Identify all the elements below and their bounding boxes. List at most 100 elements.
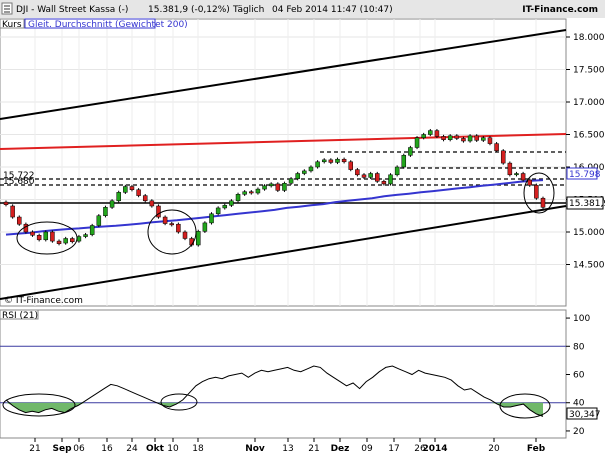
candle-body (434, 130, 440, 137)
candle-body (116, 192, 121, 202)
ma-200-line (5, 179, 544, 236)
candle-body (255, 188, 261, 194)
date-tick-label: 16 (101, 444, 113, 454)
candle-body (348, 161, 353, 170)
candle-body (474, 135, 479, 141)
kurs-tag: Kurs (2, 20, 22, 30)
candle-body (123, 186, 128, 193)
candle-body (467, 135, 473, 142)
candle-body (156, 205, 161, 218)
brand-logo: IT-Finance.com (522, 5, 598, 15)
candle-body (454, 135, 460, 139)
candle-body (268, 183, 274, 187)
candle-body (534, 184, 539, 199)
main-panel (0, 18, 567, 307)
rsi-oversold-fill (6, 402, 543, 417)
candle-body (500, 150, 506, 164)
chart-menu-icon[interactable] (1, 2, 13, 15)
price-axis: 14.50015.00015.50016.00016.50017.00017.5… (566, 33, 605, 271)
candle-body (381, 181, 387, 185)
candle-body (447, 135, 453, 140)
date-tick-label: Nov (245, 444, 265, 454)
candle-body (103, 207, 108, 217)
rsi-value-box (566, 407, 598, 420)
candle-body (36, 235, 42, 241)
rsi-line (5, 365, 544, 417)
date-tick-label: 26 (414, 444, 426, 454)
candle-body (169, 223, 174, 226)
last-value-box (566, 196, 604, 210)
candle-body (136, 189, 141, 196)
candle-body (295, 173, 300, 179)
candle-body (182, 231, 188, 239)
candle-body (487, 137, 493, 144)
candle-body (176, 223, 181, 233)
rsi-tick-label: 80 (573, 342, 585, 352)
ma-legend-box[interactable] (24, 18, 156, 29)
date-tick-label: 18 (192, 444, 204, 454)
kurs-tag-box (0, 18, 25, 29)
datetime-label: 04 Feb 2014 11:47 (10:47) (272, 5, 393, 15)
level-label-2: 15.680 (3, 177, 35, 187)
candle-body (242, 191, 247, 195)
candle-body (361, 174, 367, 178)
candle-body (288, 178, 294, 184)
candle-body (514, 173, 519, 176)
annotation-ellipse-1 (16, 221, 78, 255)
candle-body (394, 166, 400, 176)
candle-body (10, 205, 15, 218)
candle-body (70, 238, 75, 242)
rsi-tick-label: 40 (573, 399, 585, 409)
candle-body (282, 183, 287, 191)
candle-body (401, 155, 407, 168)
price-tick-label: 14.500 (573, 261, 605, 271)
candle-body (229, 200, 234, 206)
candle-body (215, 207, 221, 215)
rsi-tick-label: 60 (573, 371, 585, 381)
candle-body (209, 213, 214, 224)
date-tick-label: 06 (73, 444, 85, 454)
candle-body (494, 143, 499, 152)
candle-body (355, 169, 360, 176)
candle-body (428, 130, 433, 135)
candle-body (76, 236, 82, 242)
date-tick-label: 10 (167, 444, 179, 454)
price-tick-label: 15.000 (573, 228, 605, 238)
price-tick-label: 17.000 (573, 98, 605, 108)
candle-body (109, 200, 115, 208)
channel-lower-line (0, 205, 567, 300)
price-tick-label: 17.500 (573, 66, 605, 76)
candles (3, 128, 546, 247)
candle-body (83, 234, 88, 237)
candle-body (321, 159, 327, 163)
rsi-ellipse-1 (2, 393, 76, 417)
candle-body (308, 166, 314, 172)
candle-body (149, 200, 155, 207)
watermark: © IT-Finance.com (4, 296, 83, 306)
header-bar (0, 0, 605, 18)
candle-body (235, 194, 241, 202)
candle-body (368, 173, 373, 178)
candle-body (414, 137, 420, 148)
candle-body (63, 238, 68, 244)
instrument-title: DJI - Wall Street Kassa (-) (16, 5, 128, 15)
candle-body (196, 231, 201, 246)
candle-body (17, 216, 22, 225)
rsi-value: 30,347 (569, 410, 601, 420)
date-tick-label: Dez (331, 444, 350, 454)
date-tick-label: Feb (527, 444, 546, 454)
quote-change: 15.381,9 (-0,12%) (148, 5, 230, 15)
rsi-axis: 20 40 60 80 100 (566, 314, 590, 437)
candle-body (43, 231, 49, 241)
candle-body (335, 158, 340, 163)
candle-body (96, 215, 102, 226)
date-tick-label: 09 (361, 444, 373, 454)
ma-legend[interactable]: Gleit. Durchschnitt (Gewichtet 200) (28, 20, 188, 30)
candle-body (341, 158, 347, 163)
date-tick-label: 17 (388, 444, 399, 454)
price-tick-label: 16.500 (573, 131, 605, 141)
candle-body (89, 225, 95, 235)
price-tick-label: 18.000 (573, 33, 605, 43)
candle-body (249, 191, 254, 194)
